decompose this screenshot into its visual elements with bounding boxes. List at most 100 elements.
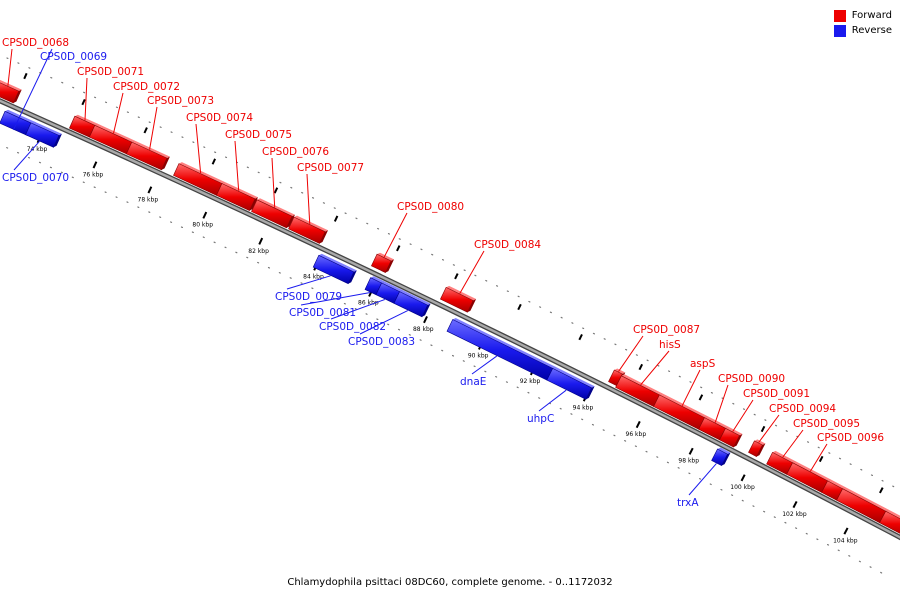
scale-label: 98 kbp [678, 458, 699, 465]
gene-leader-line [640, 350, 670, 386]
gene-label[interactable]: CPS0D_0074 [186, 112, 253, 124]
gene-label[interactable]: uhpC [527, 413, 554, 425]
gene-label[interactable]: CPS0D_0068 [2, 37, 69, 49]
upper-tick [396, 245, 401, 252]
upper-tick [454, 273, 459, 280]
scale-tick [202, 211, 208, 219]
upper-tick [879, 487, 884, 494]
gene-cps0d-0083[interactable] [393, 290, 431, 318]
gene-label[interactable]: CPS0D_0081 [289, 307, 356, 319]
legend-reverse-label: Reverse [851, 25, 892, 36]
scale-label: 82 kbp [248, 248, 269, 255]
scale-tick [740, 474, 746, 482]
gene-label[interactable]: CPS0D_0072 [113, 81, 180, 93]
gene-label[interactable]: CPS0D_0069 [40, 51, 107, 63]
gene-cps0d-0084[interactable] [439, 285, 477, 313]
gene-label[interactable]: CPS0D_0076 [262, 146, 329, 158]
scale-tick [688, 447, 694, 455]
gene-cps0d-0070[interactable] [25, 121, 62, 148]
upper-tick [818, 455, 824, 463]
scale-label: 74 kbp [27, 146, 48, 153]
gene-label[interactable]: CPS0D_0071 [77, 66, 144, 78]
scale-label: 86 kbp [358, 300, 379, 307]
gene-label[interactable]: CPS0D_0087 [633, 324, 700, 336]
gene-leader-line [809, 443, 828, 472]
upper-tick [517, 303, 522, 311]
scale-label: 76 kbp [83, 171, 104, 178]
forward-swatch [833, 9, 846, 22]
gene-leader-line [688, 463, 717, 496]
gene-label[interactable]: CPS0D_0083 [348, 336, 415, 348]
gene-label[interactable]: aspS [690, 358, 716, 370]
gene-cps0d-0075[interactable] [216, 182, 259, 211]
gene-label[interactable]: CPS0D_0077 [297, 162, 364, 174]
gene-label[interactable]: CPS0D_0080 [397, 201, 464, 213]
scale-label: 80 kbp [192, 222, 213, 229]
scale-label: 104 kbp [833, 537, 858, 544]
gene-trxa[interactable] [711, 447, 731, 467]
gene-cps0d-0073[interactable] [126, 140, 170, 171]
dots-upper [6, 57, 900, 491]
gene-label[interactable]: CPS0D_0091 [743, 388, 810, 400]
scale-label: 92 kbp [520, 378, 541, 385]
gene-label[interactable]: CPS0D_0070 [2, 172, 69, 184]
genome-title: Chlamydophila psittaci 08DC60, complete … [287, 577, 613, 588]
scale-label: 102 kbp [782, 511, 807, 518]
gene-label[interactable]: CPS0D_0095 [793, 418, 860, 430]
legend-reverse: Reverse [833, 23, 892, 38]
gene-label[interactable]: CPS0D_0079 [275, 291, 342, 303]
upper-tick [211, 158, 217, 165]
scale-tick [792, 500, 798, 509]
gene-leader-line [758, 414, 780, 443]
upper-tick [143, 127, 148, 134]
gene-leader-line [306, 173, 311, 224]
upper-tick [760, 425, 766, 433]
gene-leader-line [13, 141, 40, 171]
upper-tick [698, 394, 704, 401]
gene-cps0d-0076[interactable] [251, 198, 296, 229]
gene-leader-line [271, 157, 276, 208]
gene-leader-line [12, 48, 53, 131]
scale-tick [147, 186, 153, 194]
gene-label[interactable]: CPS0D_0096 [817, 432, 884, 444]
gene-unlabeled-forward[interactable] [879, 509, 900, 537]
gene-label[interactable]: CPS0D_0084 [474, 239, 541, 251]
gene-label[interactable]: CPS0D_0090 [718, 373, 785, 385]
gene-label[interactable]: hisS [659, 339, 681, 351]
scale-label: 96 kbp [626, 431, 647, 438]
gene-cps0d-0077[interactable] [288, 215, 329, 244]
gene-label[interactable]: dnaE [460, 376, 486, 388]
gene-leader-line [7, 48, 13, 86]
gene-cps0d-0079[interactable] [312, 253, 357, 285]
scale-label: 94 kbp [573, 404, 594, 411]
gene-cps0d-0091[interactable] [719, 426, 743, 448]
gene-leader-line [714, 384, 729, 423]
gene-leader-line [618, 335, 644, 372]
upper-tick [81, 98, 86, 106]
gene-dnae[interactable] [446, 318, 556, 381]
gene-leader-line [459, 250, 485, 294]
gene-leader-line [330, 299, 385, 320]
upper-tick [333, 215, 339, 222]
gene-label[interactable]: trxA [677, 497, 699, 509]
gene-cps0d-0068[interactable] [0, 79, 22, 104]
gene-leader-line [234, 140, 240, 191]
upper-tick [578, 333, 583, 341]
gene-uhpc[interactable] [546, 366, 595, 400]
scale-label: 100 kbp [730, 484, 755, 491]
upper-tick [273, 187, 279, 194]
scale-tick [92, 161, 98, 169]
gene-leader-line [149, 106, 158, 150]
gene-leader-line [113, 92, 124, 134]
gene-label[interactable]: CPS0D_0082 [319, 321, 386, 333]
scale-label: 88 kbp [413, 326, 434, 333]
gene-label[interactable]: CPS0D_0075 [225, 129, 292, 141]
gene-leader-line [732, 399, 754, 432]
gene-cps0d-0094[interactable] [748, 439, 766, 458]
gene-leader-line [300, 292, 371, 306]
gene-cps0d-0080[interactable] [370, 252, 394, 274]
gene-label[interactable]: CPS0D_0073 [147, 95, 214, 107]
backbone-outline [0, 98, 900, 541]
gene-label[interactable]: CPS0D_0094 [769, 403, 836, 415]
